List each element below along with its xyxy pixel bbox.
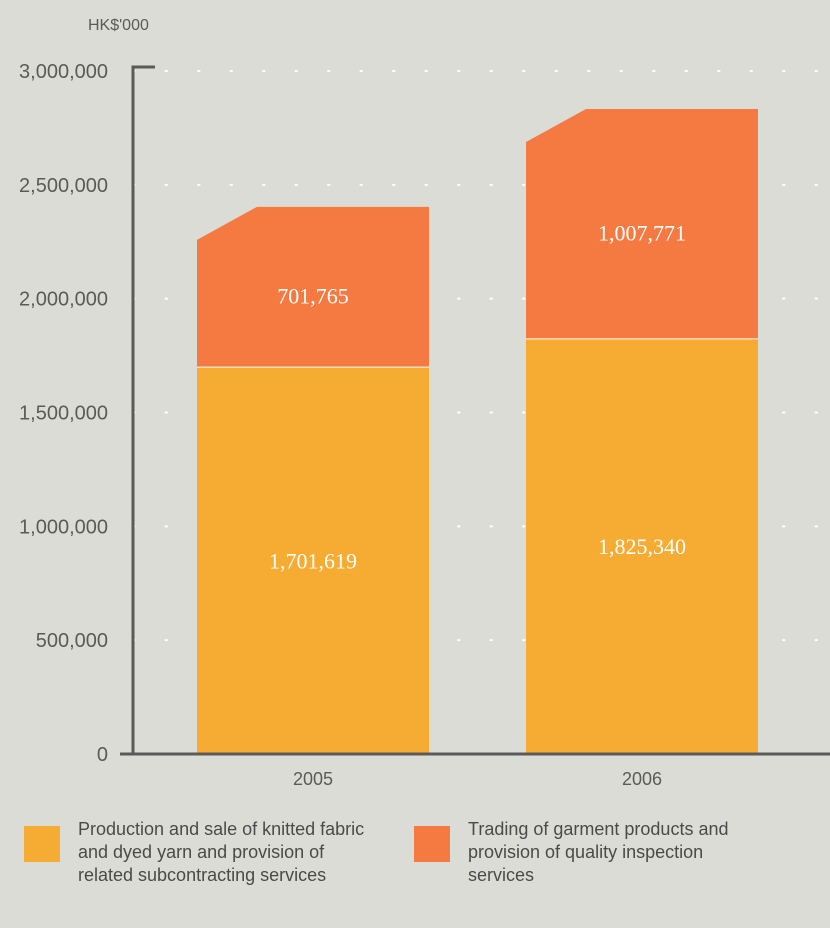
bar-segment-production-2006 xyxy=(526,338,758,754)
x-tick-label-2005: 2005 xyxy=(293,769,333,789)
y-tick-label: 3,000,000 xyxy=(19,61,108,83)
chart: HK$'000 1,701,619 701,765 1,825,340 1,007,7… xyxy=(19,17,830,789)
y-tick-label: 0 xyxy=(97,744,108,766)
y-tick-label: 1,500,000 xyxy=(19,403,108,425)
legend: Production and sale of knitted fabric an… xyxy=(0,818,830,928)
legend-label-production: Production and sale of knitted fabric an… xyxy=(78,819,365,885)
y-axis-ticks: 0 500,000 1,000,000 1,500,000 2,000,000 2,500… xyxy=(19,61,108,766)
y-axis-line xyxy=(131,65,155,754)
x-tick-label-2006: 2006 xyxy=(622,769,662,789)
bar-segment-trading-2006 xyxy=(526,108,758,339)
y-tick-label: 2,500,000 xyxy=(19,175,108,197)
data-label: 1,701,619 xyxy=(269,548,357,573)
legend-swatch-production xyxy=(24,826,60,862)
legend-item-trading: Trading of garment products and provisio… xyxy=(414,818,728,887)
legend-label-trading: Trading of garment products and provisio… xyxy=(468,819,729,885)
data-label: 1,825,340 xyxy=(598,534,686,559)
y-unit-label: HK$'000 xyxy=(88,17,149,34)
y-tick-label: 1,000,000 xyxy=(19,516,108,538)
bar-segment-trading-2005 xyxy=(197,206,429,367)
data-label: 1,007,771 xyxy=(598,221,686,246)
bars: 1,701,619 701,765 1,825,340 1,007,771 xyxy=(197,108,758,754)
legend-swatch-trading xyxy=(414,826,450,862)
bar-segment-production-2005 xyxy=(197,366,429,754)
y-tick-label: 500,000 xyxy=(36,630,108,652)
y-tick-label: 2,000,000 xyxy=(19,289,108,311)
x-axis-labels: 2005 2006 xyxy=(293,769,662,789)
data-label: 701,765 xyxy=(277,284,349,309)
axes xyxy=(120,65,830,756)
legend-item-production: Production and sale of knitted fabric an… xyxy=(24,818,364,887)
